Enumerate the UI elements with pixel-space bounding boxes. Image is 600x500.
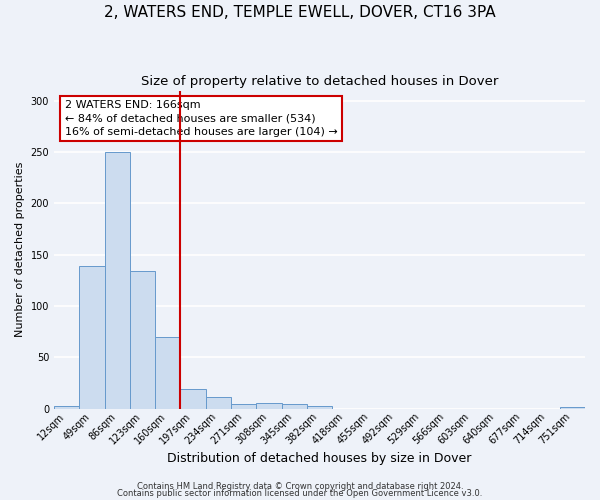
Text: Contains public sector information licensed under the Open Government Licence v3: Contains public sector information licen… — [118, 489, 482, 498]
Text: Contains HM Land Registry data © Crown copyright and database right 2024.: Contains HM Land Registry data © Crown c… — [137, 482, 463, 491]
Bar — [79, 266, 104, 409]
Title: Size of property relative to detached houses in Dover: Size of property relative to detached ho… — [141, 75, 498, 88]
Bar — [256, 402, 281, 409]
Bar — [155, 337, 181, 409]
Bar — [104, 152, 130, 409]
Bar — [181, 390, 206, 409]
Bar — [231, 404, 256, 409]
Bar — [560, 406, 585, 409]
Text: 2 WATERS END: 166sqm
← 84% of detached houses are smaller (534)
16% of semi-deta: 2 WATERS END: 166sqm ← 84% of detached h… — [65, 100, 337, 136]
Bar — [281, 404, 307, 409]
Bar — [130, 271, 155, 409]
Text: 2, WATERS END, TEMPLE EWELL, DOVER, CT16 3PA: 2, WATERS END, TEMPLE EWELL, DOVER, CT16… — [104, 5, 496, 20]
X-axis label: Distribution of detached houses by size in Dover: Distribution of detached houses by size … — [167, 452, 472, 465]
Bar — [54, 406, 79, 409]
Bar — [206, 398, 231, 409]
Y-axis label: Number of detached properties: Number of detached properties — [15, 162, 25, 338]
Bar — [307, 406, 332, 409]
